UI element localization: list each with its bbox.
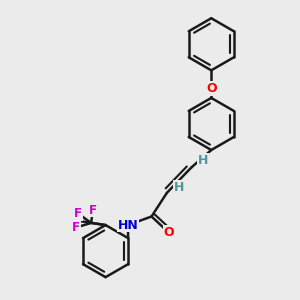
- Text: O: O: [164, 226, 174, 239]
- Text: F: F: [89, 204, 97, 217]
- Text: F: F: [72, 214, 80, 227]
- Text: H: H: [198, 154, 208, 167]
- Text: HN: HN: [118, 219, 138, 232]
- Text: O: O: [206, 82, 217, 95]
- Text: H: H: [174, 181, 184, 194]
- Text: F: F: [72, 221, 80, 234]
- Text: F: F: [74, 207, 82, 220]
